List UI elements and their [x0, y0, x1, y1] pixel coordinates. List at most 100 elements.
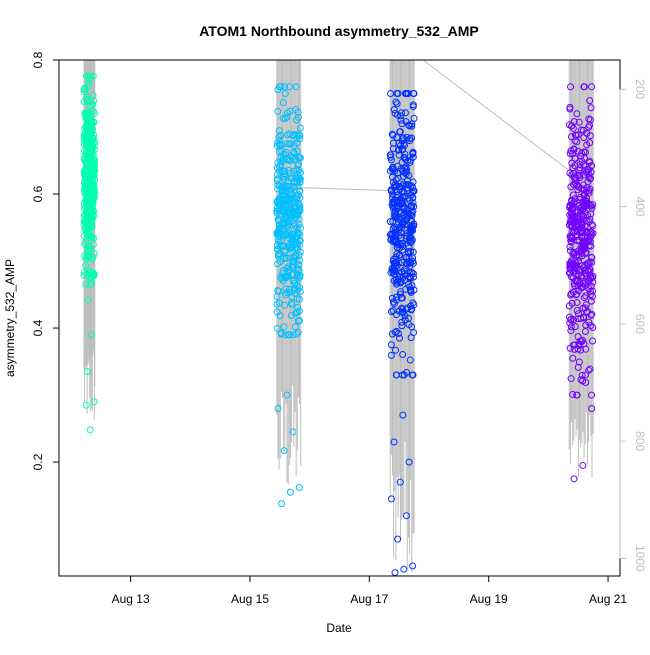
data-point — [84, 246, 92, 254]
data-point — [81, 252, 89, 260]
data-point — [405, 237, 413, 245]
data-point — [81, 84, 89, 92]
y-tick-label: 0.2 — [31, 453, 45, 470]
data-point — [287, 190, 295, 198]
data-point — [588, 83, 596, 91]
data-point — [567, 375, 575, 383]
data-point — [586, 215, 594, 223]
data-point — [283, 391, 291, 399]
data-point — [567, 205, 575, 213]
data-point — [283, 221, 291, 229]
data-point — [579, 216, 587, 224]
data-point — [291, 286, 299, 294]
secondary-y-tick-label: 800 — [633, 431, 647, 451]
data-point — [399, 239, 407, 247]
data-point — [85, 125, 93, 133]
data-point — [589, 287, 597, 295]
data-point — [80, 88, 88, 96]
data-point — [573, 227, 581, 235]
data-point — [396, 128, 404, 136]
data-point — [586, 132, 594, 140]
data-point — [410, 329, 418, 337]
data-point — [393, 280, 401, 288]
data-point — [295, 205, 303, 213]
data-point — [402, 512, 410, 520]
data-point — [388, 308, 396, 316]
data-point — [570, 475, 578, 483]
data-point — [286, 488, 294, 496]
data-point — [293, 295, 301, 303]
data-point — [389, 131, 397, 139]
data-point — [574, 186, 582, 194]
data-point — [279, 114, 287, 122]
data-point — [585, 166, 593, 174]
secondary-y-tick-label: 1000 — [633, 545, 647, 572]
data-point — [571, 282, 579, 290]
data-point — [293, 264, 301, 272]
data-point — [84, 82, 92, 90]
data-point — [565, 302, 573, 310]
data-point — [86, 244, 94, 252]
data-point — [279, 182, 287, 190]
data-point — [408, 203, 416, 211]
data-point — [400, 180, 408, 188]
data-point — [281, 301, 289, 309]
data-point — [408, 371, 416, 379]
data-point — [572, 132, 580, 140]
data-point — [296, 248, 304, 256]
data-point — [575, 166, 583, 174]
data-point — [582, 250, 590, 258]
data-point — [396, 142, 404, 150]
data-point — [86, 206, 94, 214]
data-point — [402, 209, 410, 217]
data-point — [90, 271, 98, 279]
data-point — [87, 232, 95, 240]
data-point — [397, 112, 405, 120]
data-point — [287, 312, 295, 320]
data-point — [399, 135, 407, 143]
data-point — [589, 292, 597, 300]
data-point — [393, 293, 401, 301]
data-point — [89, 72, 97, 80]
data-point — [273, 209, 281, 217]
data-point — [394, 174, 402, 182]
data-point — [393, 311, 401, 319]
data-point — [587, 231, 595, 239]
data-point — [84, 116, 92, 124]
data-point — [588, 391, 596, 399]
data-point — [85, 267, 93, 275]
data-point — [406, 196, 414, 204]
data-point — [575, 196, 583, 204]
data-point — [566, 105, 574, 113]
data-point — [571, 323, 579, 331]
data-point — [566, 169, 574, 177]
data-point — [84, 150, 92, 158]
data-point — [587, 321, 595, 329]
data-point — [582, 292, 590, 300]
data-point — [287, 185, 295, 193]
y-axis: 0.2 0.4 0.6 0.8 — [31, 51, 59, 470]
data-point — [390, 270, 398, 278]
data-point — [282, 331, 290, 339]
y-tick-label: 0.6 — [31, 185, 45, 202]
data-point — [274, 181, 282, 189]
data-point — [404, 194, 412, 202]
data-point — [401, 109, 409, 117]
x-tick-label: Aug 15 — [231, 592, 269, 606]
data-point — [280, 175, 288, 183]
data-point — [86, 102, 94, 110]
data-point — [409, 257, 417, 265]
data-point — [589, 324, 597, 332]
data-point — [282, 254, 290, 262]
data-point — [387, 341, 395, 349]
data-point — [290, 142, 298, 150]
data-point — [574, 212, 582, 220]
data-point — [273, 324, 281, 332]
data-point — [279, 267, 287, 275]
data-point — [279, 270, 287, 278]
data-point — [567, 183, 575, 191]
data-point — [586, 97, 594, 105]
data-point — [576, 171, 584, 179]
data-point — [396, 478, 404, 486]
data-point — [400, 193, 408, 201]
